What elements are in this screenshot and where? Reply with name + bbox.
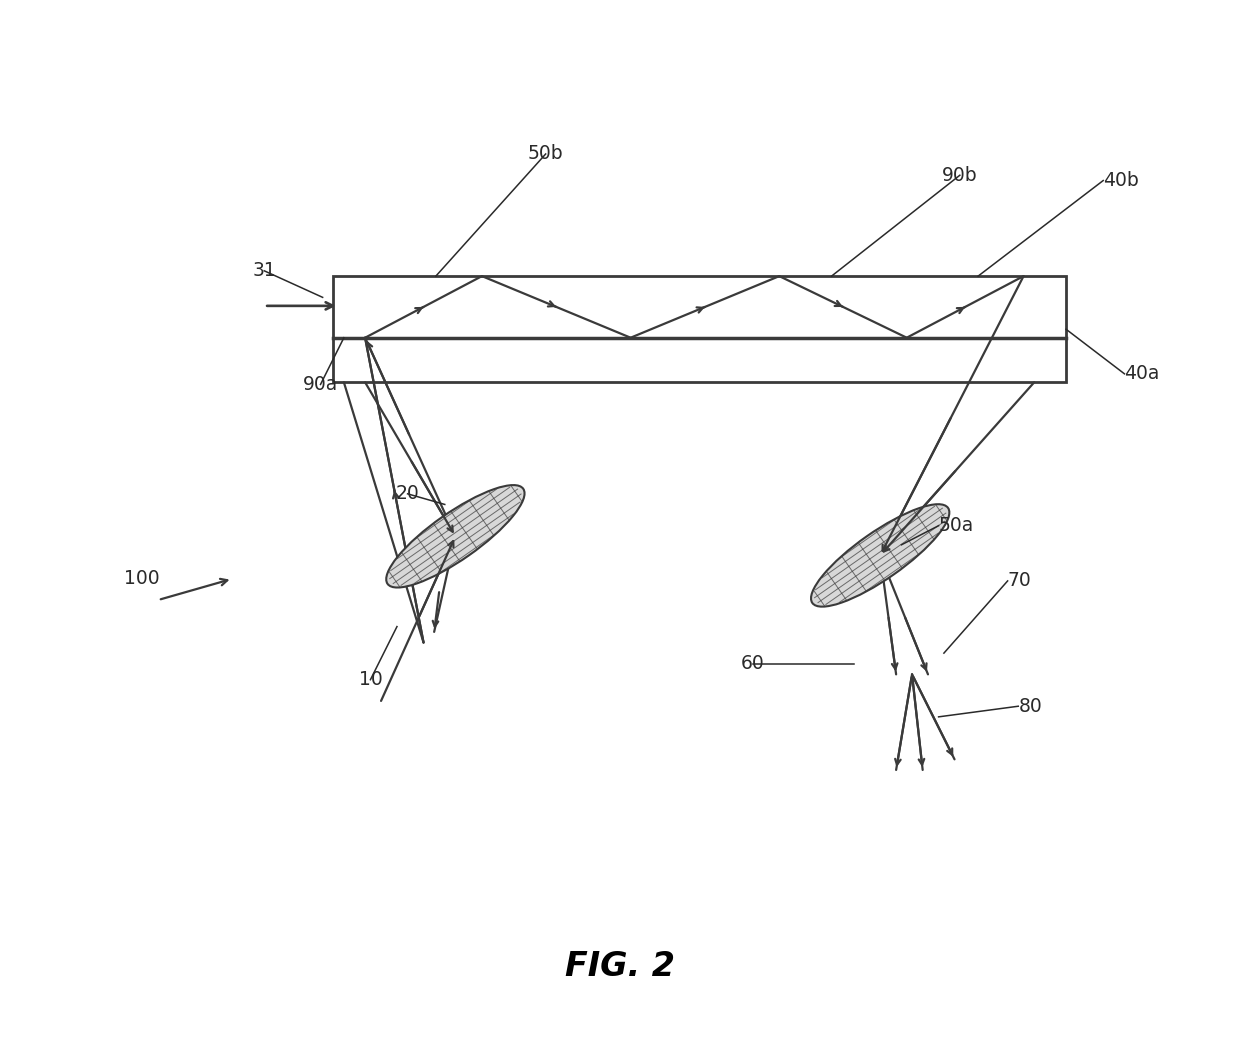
Ellipse shape — [811, 504, 950, 606]
Text: 31: 31 — [253, 261, 277, 280]
Text: 90b: 90b — [942, 166, 977, 185]
Text: 80: 80 — [1018, 697, 1042, 716]
Text: 100: 100 — [124, 569, 160, 588]
Text: 40a: 40a — [1125, 364, 1159, 383]
Text: 90a: 90a — [303, 375, 339, 394]
Text: 10: 10 — [358, 670, 382, 689]
Text: 70: 70 — [1008, 571, 1032, 590]
Text: FIG. 2: FIG. 2 — [565, 949, 675, 983]
Bar — [334, 276, 1066, 382]
Text: 60: 60 — [740, 654, 765, 673]
Text: 20: 20 — [396, 484, 419, 503]
Text: 40b: 40b — [1104, 171, 1140, 190]
Text: 50a: 50a — [939, 516, 973, 535]
Ellipse shape — [386, 485, 525, 587]
Text: 50b: 50b — [528, 144, 563, 164]
